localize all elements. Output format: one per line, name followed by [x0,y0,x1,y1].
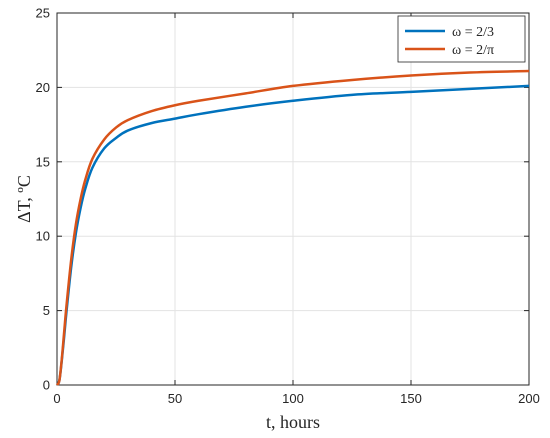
legend-label-series-1: ω = 2/3 [452,25,494,40]
y-axis-label: ΔT, ºC [14,175,34,223]
legend-label-series-2: ω = 2/π [452,43,494,58]
x-tick-label: 0 [53,391,60,406]
x-tick-label: 50 [168,391,182,406]
x-tick-label: 200 [518,391,540,406]
y-tick-label: 20 [36,80,50,95]
y-tick-label: 10 [36,229,50,244]
series-group [55,69,530,386]
x-tick-label: 100 [282,391,304,406]
y-tick-label: 0 [43,378,50,393]
x-tick-label: 150 [400,391,422,406]
y-tick-label: 15 [36,154,50,169]
legend: ω = 2/3 ω = 2/π [397,15,526,63]
y-tick-label: 5 [43,303,50,318]
x-axis-label: t, hours [266,412,320,432]
series-line-2 [55,69,530,386]
legend-box [397,15,526,63]
y-tick-label: 25 [36,6,50,21]
